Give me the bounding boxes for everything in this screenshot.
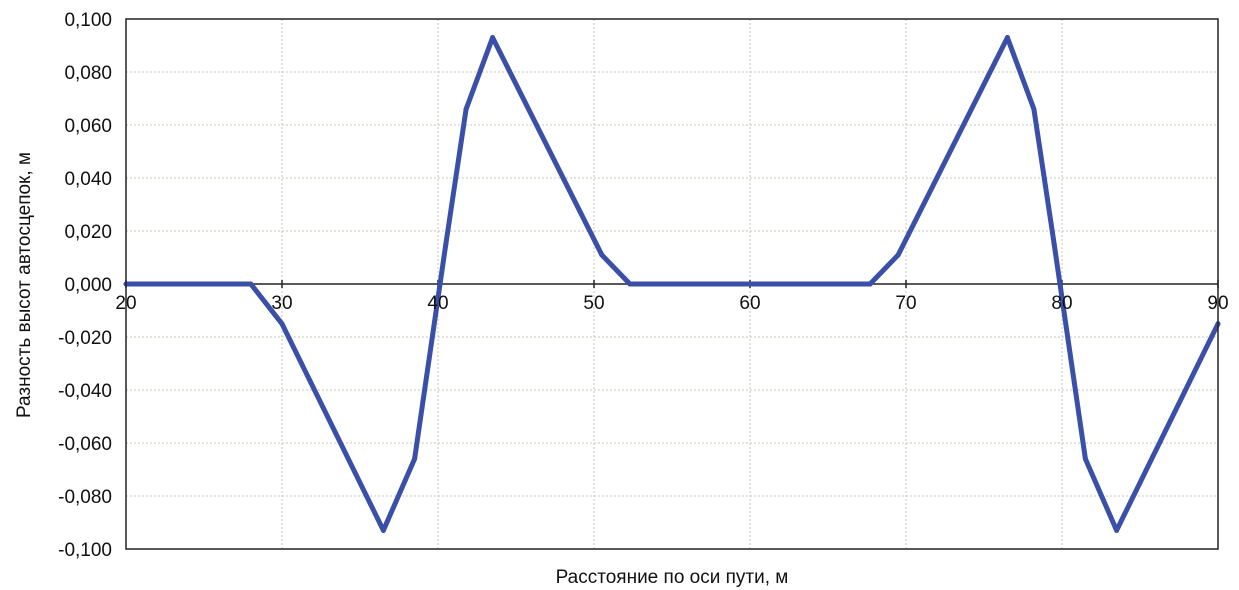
data-point: [380, 527, 386, 533]
x-tick-label: 50: [583, 293, 604, 314]
x-tick-label: 90: [1207, 293, 1228, 314]
data-point: [1114, 527, 1120, 533]
x-tick-label: 30: [271, 293, 292, 314]
series-layer: [123, 35, 1221, 533]
data-point: [1082, 456, 1088, 462]
data-point: [1051, 241, 1057, 247]
data-point: [443, 241, 449, 247]
data-point: [1004, 35, 1010, 41]
x-tick-label: 80: [1051, 293, 1072, 314]
data-point: [895, 252, 901, 258]
y-tick-label: 0,020: [64, 222, 112, 243]
x-tick-label: 70: [895, 293, 916, 314]
y-axis-title: Разность высот автосцепок, м: [14, 152, 35, 418]
y-tick-label: -0,100: [58, 540, 112, 561]
x-tick-label: 20: [115, 293, 136, 314]
data-point: [279, 321, 285, 327]
data-point: [248, 281, 254, 287]
x-tick-label: 40: [427, 293, 448, 314]
y-tick-label: -0,060: [58, 434, 112, 455]
tick-labels: 0,100 0,080 0,060 0,040 0,020 0,000 -0,020 -0,0…: [58, 10, 1228, 561]
data-point: [1031, 106, 1037, 112]
data-point: [627, 281, 633, 287]
x-axis-title: Расстояние по оси пути, м: [556, 567, 789, 588]
y-tick-label: 0,060: [64, 116, 112, 137]
x-tick-label: 60: [739, 293, 760, 314]
plot-frame: [125, 18, 1219, 550]
y-tick-label: 0,100: [64, 10, 112, 31]
series-line-1: [123, 35, 1221, 533]
plot-border: [125, 18, 1219, 550]
y-tick-label: -0,020: [58, 328, 112, 349]
y-tick-label: 0,040: [64, 169, 112, 190]
y-tick-label: -0,080: [58, 487, 112, 508]
y-tick-label: 0,000: [64, 275, 112, 296]
y-tick-label: 0,080: [64, 63, 112, 84]
data-point: [412, 456, 418, 462]
y-tick-label: -0,040: [58, 381, 112, 402]
data-point: [463, 106, 469, 112]
data-point: [490, 35, 496, 41]
data-point: [599, 252, 605, 258]
data-point: [867, 281, 873, 287]
